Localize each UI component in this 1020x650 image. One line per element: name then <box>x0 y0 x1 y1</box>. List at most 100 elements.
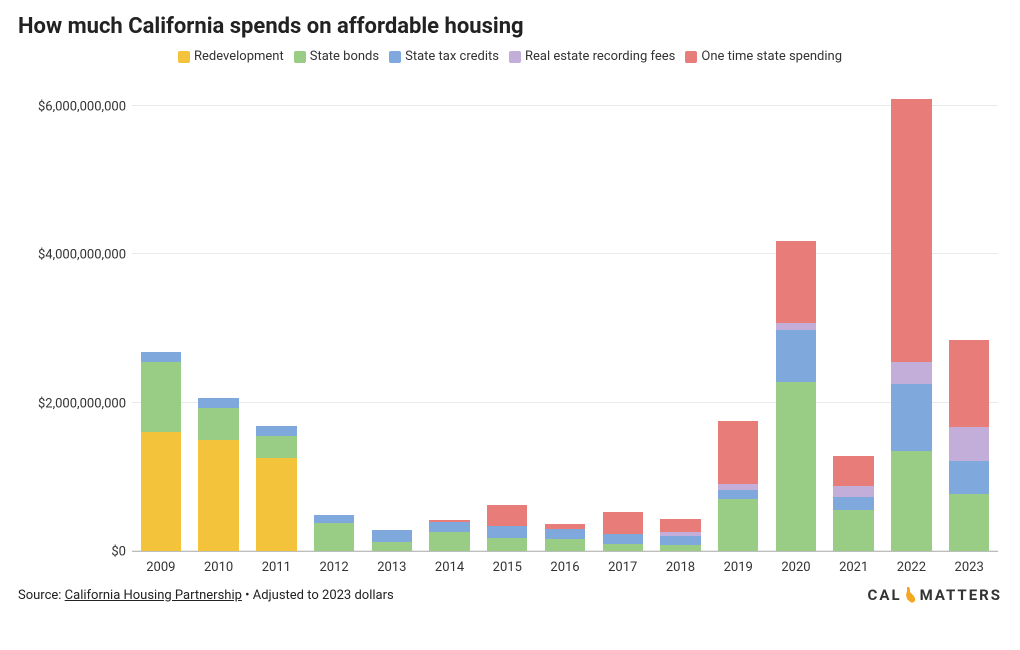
legend-item-recording_fees[interactable]: Real estate recording fees <box>509 49 675 64</box>
source-prefix: Source: <box>18 588 65 603</box>
x-tick-label: 2019 <box>709 556 767 580</box>
bar-group <box>478 70 536 551</box>
legend: Redevelopment State bonds State tax credit… <box>18 49 1002 64</box>
bar-2023[interactable] <box>949 340 989 551</box>
bar-group <box>421 70 479 551</box>
bar-segment-one_time <box>603 512 643 534</box>
y-tick-label: $4,000,000,000 <box>38 248 126 263</box>
chart-title: How much California spends on affordable… <box>18 14 1002 39</box>
bar-segment-state_bonds <box>429 532 469 551</box>
bar-2018[interactable] <box>660 519 700 551</box>
bar-segment-state_tax_credits <box>487 526 527 539</box>
bar-segment-state_tax_credits <box>372 530 412 542</box>
bar-segment-state_tax_credits <box>545 529 585 539</box>
legend-item-state_bonds[interactable]: State bonds <box>294 49 379 64</box>
bar-segment-state_bonds <box>718 499 758 551</box>
bar-2015[interactable] <box>487 505 527 551</box>
bar-segment-state_bonds <box>141 362 181 432</box>
bar-2017[interactable] <box>603 512 643 551</box>
bar-segment-state_bonds <box>776 382 816 551</box>
brand-right: MATTERS <box>920 586 1002 604</box>
legend-item-redevelopment[interactable]: Redevelopment <box>178 49 284 64</box>
y-tick-label: $2,000,000,000 <box>38 396 126 411</box>
bar-segment-one_time <box>776 241 816 323</box>
x-tick-label: 2022 <box>883 556 941 580</box>
bar-segment-state_bonds <box>891 451 931 551</box>
x-tick-label: 2017 <box>594 556 652 580</box>
x-tick-label: 2015 <box>478 556 536 580</box>
bar-segment-state_bonds <box>833 510 873 551</box>
legend-swatch <box>685 51 697 63</box>
bar-2014[interactable] <box>429 520 469 551</box>
bar-segment-state_tax_credits <box>198 398 238 408</box>
bar-group <box>132 70 190 551</box>
bar-segment-recording_fees <box>949 427 989 460</box>
bar-segment-one_time <box>891 99 931 362</box>
bar-segment-state_tax_credits <box>660 536 700 545</box>
bar-group <box>594 70 652 551</box>
bar-group <box>247 70 305 551</box>
y-tick-label: $6,000,000,000 <box>38 100 126 115</box>
bar-segment-recording_fees <box>891 362 931 384</box>
bar-segment-state_bonds <box>314 523 354 551</box>
bars-container <box>132 70 998 551</box>
bar-segment-one_time <box>660 519 700 532</box>
bar-segment-one_time <box>718 421 758 484</box>
bar-segment-redevelopment <box>256 458 296 551</box>
stacked-bar-chart: $0 $2,000,000,000 $4,000,000,000 $6,000,000… <box>18 70 1002 580</box>
bar-segment-state_tax_credits <box>776 330 816 382</box>
bar-segment-state_bonds <box>256 436 296 458</box>
legend-item-state_tax_credits[interactable]: State tax credits <box>389 49 499 64</box>
x-tick-label: 2020 <box>767 556 825 580</box>
source-line: Source: California Housing Partnership •… <box>18 588 394 603</box>
y-tick-label: $0 <box>111 545 126 560</box>
bar-group <box>363 70 421 551</box>
bar-segment-state_tax_credits <box>256 426 296 436</box>
x-tick-label: 2011 <box>247 556 305 580</box>
legend-item-one_time[interactable]: One time state spending <box>685 49 842 64</box>
bar-2019[interactable] <box>718 421 758 551</box>
bar-segment-state_tax_credits <box>891 384 931 451</box>
bar-2009[interactable] <box>141 352 181 551</box>
bar-segment-recording_fees <box>776 323 816 330</box>
brand-logo: CAL MATTERS <box>868 586 1002 604</box>
bar-segment-state_bonds <box>487 538 527 551</box>
bar-2012[interactable] <box>314 515 354 551</box>
bar-group <box>305 70 363 551</box>
bar-2013[interactable] <box>372 530 412 551</box>
bar-segment-state_tax_credits <box>429 522 469 532</box>
bar-2011[interactable] <box>256 426 296 551</box>
bar-2022[interactable] <box>891 99 931 551</box>
bar-segment-state_tax_credits <box>833 497 873 510</box>
bar-group <box>825 70 883 551</box>
y-axis: $0 $2,000,000,000 $4,000,000,000 $6,000,000… <box>18 70 132 580</box>
x-tick-label: 2016 <box>536 556 594 580</box>
bar-segment-state_bonds <box>198 408 238 440</box>
chart-frame: How much California spends on affordable… <box>0 0 1020 650</box>
bar-segment-recording_fees <box>833 486 873 497</box>
x-axis: 2009201020112012201320142015201620172018… <box>132 556 998 580</box>
x-tick-label: 2023 <box>940 556 998 580</box>
bar-segment-state_bonds <box>660 545 700 551</box>
bar-segment-redevelopment <box>198 440 238 551</box>
x-tick-label: 2021 <box>825 556 883 580</box>
bar-group <box>190 70 248 551</box>
bar-group <box>883 70 941 551</box>
x-tick-label: 2009 <box>132 556 190 580</box>
bar-2016[interactable] <box>545 524 585 551</box>
brand-left: CAL <box>868 586 902 604</box>
bar-segment-state_bonds <box>603 544 643 551</box>
bar-2010[interactable] <box>198 398 238 551</box>
legend-label: State bonds <box>310 49 379 64</box>
bar-segment-one_time <box>487 505 527 526</box>
legend-label: Real estate recording fees <box>525 49 675 64</box>
legend-label: Redevelopment <box>194 49 284 64</box>
bar-group <box>536 70 594 551</box>
source-link[interactable]: California Housing Partnership <box>65 588 242 603</box>
x-tick-label: 2013 <box>363 556 421 580</box>
bar-group <box>709 70 767 551</box>
bar-2021[interactable] <box>833 456 873 551</box>
bar-segment-one_time <box>949 340 989 428</box>
bar-2020[interactable] <box>776 241 816 551</box>
x-tick-label: 2018 <box>652 556 710 580</box>
